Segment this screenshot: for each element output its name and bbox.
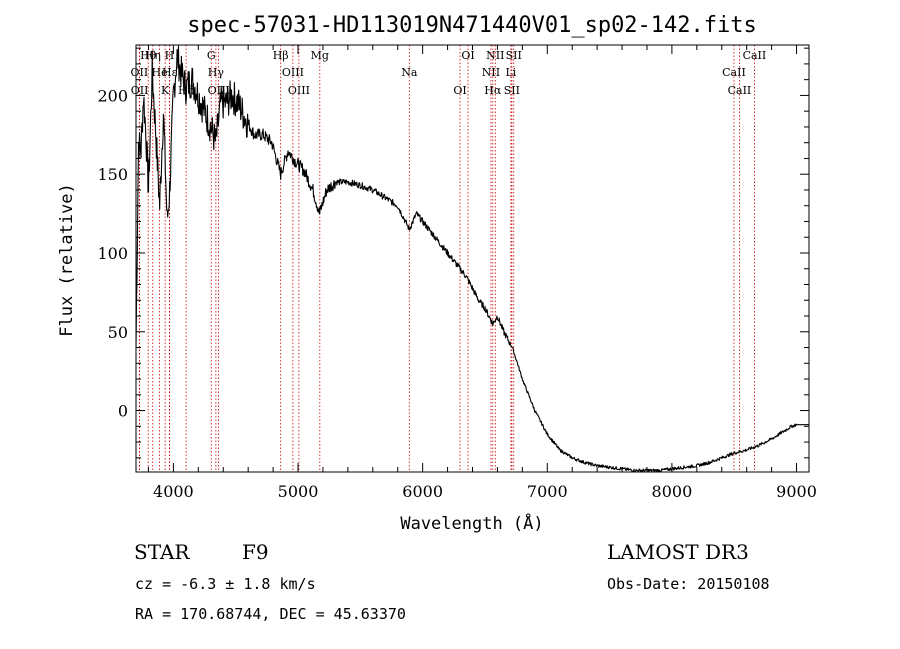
- object-class: STAR: [134, 540, 190, 564]
- obs-date-text: Obs-Date: 20150108: [607, 575, 770, 593]
- x-tick-label: 6000: [402, 482, 443, 501]
- spectrum-series-line: [135, 45, 809, 473]
- spectral-line-label: OI: [453, 84, 466, 97]
- spectral-line-label: NII: [482, 66, 500, 79]
- spectral-line-label: CaII: [728, 84, 752, 97]
- x-tick-label: 7000: [527, 482, 568, 501]
- y-tick-label: 0: [118, 402, 128, 421]
- spectral-line-label: Hγ: [208, 66, 225, 79]
- spectral-line-label: OIII: [282, 66, 304, 79]
- x-tick-label: 4000: [153, 482, 194, 501]
- y-tick-label: 150: [97, 165, 128, 184]
- spectral-line-label: OIII: [288, 84, 310, 97]
- x-tick-label: 8000: [652, 482, 693, 501]
- spectral-line-label: Hε: [162, 66, 178, 79]
- y-tick-label: 100: [97, 244, 128, 263]
- y-axis-label: Flux (relative): [57, 183, 77, 337]
- redshift-text: cz = -6.3 ± 1.8 km/s: [135, 575, 316, 593]
- survey-name: LAMOST DR3: [607, 540, 749, 564]
- spectral-line-label: OI: [461, 49, 474, 62]
- y-tick-label: 200: [97, 86, 128, 105]
- y-axis-ticks: 0 50 100 150 200: [97, 47, 809, 459]
- spectral-line-label: CaII: [743, 49, 767, 62]
- spectral-line-label: CaII: [722, 66, 746, 79]
- x-tick-label: 9000: [776, 482, 817, 501]
- chart-title: spec-57031-HD113019N471440V01_sp02-142.f…: [187, 13, 757, 38]
- spectral-line-label: K: [161, 84, 170, 97]
- coordinates-text: RA = 170.68744, DEC = 45.63370: [135, 605, 406, 623]
- line-labels-layer: HθOIIOIIHηHeKHHεHδGHγOIIIHβOIIIOIIIMgNaO…: [131, 49, 767, 97]
- x-axis-label: Wavelength (Å): [400, 512, 543, 534]
- spectral-line-label: SII: [504, 84, 520, 97]
- x-tick-label: 5000: [278, 482, 319, 501]
- spectral-line-label: Hη: [145, 49, 161, 62]
- spectral-line-label: Hβ: [273, 49, 289, 62]
- spectral-line-label: NII: [486, 49, 504, 62]
- y-tick-label: 50: [108, 323, 128, 342]
- spectral-line-label: Li: [505, 66, 516, 79]
- spectral-line-label: Na: [401, 66, 418, 79]
- spectral-line-label: H: [165, 49, 175, 62]
- object-subclass: F9: [242, 540, 269, 564]
- spectral-line-label: He: [152, 66, 168, 79]
- x-axis-ticks: 4000 5000 6000 7000 8000 9000: [147, 45, 817, 501]
- spectral-line-label: OII: [131, 84, 149, 97]
- spectral-line-label: Mg: [311, 49, 329, 62]
- spectral-line-label: G: [207, 49, 216, 62]
- spectral-line-label: SII: [506, 49, 522, 62]
- spectral-line-label: OII: [131, 66, 149, 79]
- emission-lines-layer: [138, 45, 755, 472]
- spectral-line-label: Hα: [484, 84, 502, 97]
